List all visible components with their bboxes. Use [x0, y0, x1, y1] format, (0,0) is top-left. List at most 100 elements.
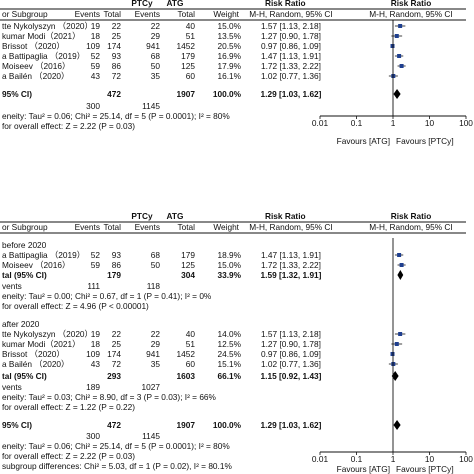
- heterogeneity-text: eneity: Tau² = 0.06; Chi² = 25.14, df = …: [2, 111, 230, 121]
- method-plot-header: M-H, Random, 95% CI: [369, 9, 452, 19]
- study-weight: 16.1%: [217, 71, 241, 81]
- pooled-total-ptcy: 472: [107, 89, 121, 99]
- axis-tick-label: 1: [391, 118, 396, 128]
- study-weight: 24.5%: [217, 349, 241, 359]
- pooled-diamond: [393, 420, 401, 430]
- risk-ratio-ci: 1.02 [0.77, 1.36]: [261, 359, 321, 369]
- events-ptcy: 19: [91, 329, 101, 339]
- method-column-header: M-H, Random, 95% CI: [249, 222, 332, 232]
- study-weight: 17.9%: [217, 61, 241, 71]
- events-atg: 22: [151, 21, 161, 31]
- total-ptcy: 93: [112, 51, 122, 61]
- events-ptcy: 109: [86, 41, 100, 51]
- total-events-ptcy: 300: [86, 101, 100, 111]
- effect-point: [398, 24, 403, 28]
- subgroup-overall-effect-text: for overall effect: Z = 1.22 (P = 0.22): [2, 402, 135, 412]
- events-ptcy: 43: [91, 359, 101, 369]
- favours-right-label: Favours [PTCy]: [396, 136, 454, 146]
- study-name: kumar Modi（2021）: [2, 339, 80, 349]
- axis-tick-label: 0.1: [351, 118, 363, 128]
- total-ptcy: 25: [112, 339, 122, 349]
- total-atg: 179: [181, 51, 195, 61]
- subgroup-heterogeneity-text: eneity: Tau² = 0.03; Chi² = 8.90, df = 3…: [2, 392, 217, 402]
- total-events-ptcy: 300: [86, 431, 100, 441]
- risk-ratio-ci: 1.27 [0.90, 1.78]: [261, 31, 321, 41]
- events-atg: 35: [151, 359, 161, 369]
- favours-left-label: Favours [ATG]: [337, 464, 390, 474]
- risk-ratio-ci: 0.97 [0.86, 1.09]: [261, 349, 321, 359]
- axis-tick-label: 10: [425, 118, 435, 128]
- events-ptcy: 43: [91, 71, 101, 81]
- pooled-ci: 1.29 [1.03, 1.62]: [261, 420, 322, 430]
- total-atg: 1452: [177, 41, 196, 51]
- total-ptcy: 86: [112, 61, 122, 71]
- events-ptcy: 59: [91, 61, 101, 71]
- events-ptcy-header: Events: [75, 9, 100, 19]
- total-events-label: vents: [2, 281, 22, 291]
- total-events-atg: 118: [147, 281, 161, 291]
- study-weight: 15.1%: [217, 359, 241, 369]
- risk-ratio-ci: 1.57 [1.13, 2.18]: [261, 329, 321, 339]
- effect-point: [397, 253, 402, 257]
- events-ptcy: 52: [91, 250, 101, 260]
- study-name: Moiseev （2016）: [2, 61, 70, 71]
- overall-effect-text: for overall effect: Z = 2.22 (P = 0.03): [2, 121, 135, 131]
- study-weight: 13.5%: [217, 31, 241, 41]
- risk-ratio-plot-header: Risk Ratio: [391, 0, 432, 8]
- effect-point: [394, 342, 399, 346]
- risk-ratio-ci: 1.27 [0.90, 1.78]: [261, 339, 321, 349]
- risk-ratio-column-header: Risk Ratio: [265, 211, 306, 221]
- pooled-total-atg: 1603: [177, 371, 196, 381]
- total-ptcy-header: Total: [103, 9, 121, 19]
- study-name: Moiseev （2016）: [2, 260, 70, 270]
- events-atg: 941: [146, 41, 160, 51]
- total-ptcy: 72: [112, 71, 122, 81]
- total-events-ptcy: 189: [86, 382, 100, 392]
- pooled-weight: 100.0%: [213, 420, 242, 430]
- total-events-atg: 1145: [142, 431, 160, 441]
- events-atg-header: Events: [135, 9, 160, 19]
- events-atg: 68: [151, 250, 161, 260]
- events-atg: 29: [151, 31, 161, 41]
- risk-ratio-ci: 0.97 [0.86, 1.09]: [261, 41, 321, 51]
- pooled-total-ptcy: 472: [107, 420, 121, 430]
- total-atg-header: Total: [177, 222, 195, 232]
- subgroup-heterogeneity-text: eneity: Tau² = 0.00; Chi² = 0.67, df = 1…: [2, 291, 212, 301]
- study-weight: 15.0%: [217, 260, 241, 270]
- total-atg: 40: [186, 21, 196, 31]
- events-atg: 68: [151, 51, 161, 61]
- total-atg: 125: [181, 61, 195, 71]
- axis-tick-label: 0.1: [351, 454, 363, 464]
- study-column-header: or Subgroup: [2, 9, 48, 19]
- effect-point: [399, 64, 404, 68]
- study-name: tte Nykolyszyn （2020）: [2, 329, 93, 339]
- total-ptcy: 25: [112, 31, 122, 41]
- events-ptcy-header: Events: [75, 222, 100, 232]
- events-atg: 941: [146, 349, 160, 359]
- total-ptcy: 174: [107, 41, 121, 51]
- heterogeneity-text: eneity: Tau² = 0.06; Chi² = 25.14, df = …: [2, 441, 230, 451]
- study-weight: 15.0%: [217, 21, 241, 31]
- pooled-total-atg: 1907: [177, 89, 196, 99]
- pooled-label: 95% CI): [2, 420, 32, 430]
- subgroup-title: before 2020: [2, 240, 47, 250]
- pooled-label: 95% CI): [2, 89, 32, 99]
- study-column-header: or Subgroup: [2, 222, 48, 232]
- events-ptcy: 18: [91, 31, 101, 41]
- pooled-ci: 1.15 [0.92, 1.43]: [261, 371, 322, 381]
- effect-point: [397, 54, 402, 58]
- total-atg: 40: [186, 329, 196, 339]
- study-weight: 12.5%: [217, 339, 241, 349]
- effect-point: [398, 332, 403, 336]
- overall-effect-text: for overall effect: Z = 2.22 (P = 0.03): [2, 451, 135, 461]
- risk-ratio-ci: 1.47 [1.13, 1.91]: [261, 250, 321, 260]
- total-atg: 51: [186, 339, 196, 349]
- total-atg: 125: [181, 260, 195, 270]
- ptcy-group-header: PTCy: [131, 211, 153, 221]
- pooled-label: tal (95% CI): [2, 270, 47, 280]
- axis-tick-label: 100: [459, 454, 473, 464]
- risk-ratio-ci: 1.57 [1.13, 2.18]: [261, 21, 321, 31]
- study-name: Brissot （2020）: [2, 41, 65, 51]
- total-events-atg: 1027: [142, 382, 161, 392]
- pooled-total-ptcy: 293: [107, 371, 121, 381]
